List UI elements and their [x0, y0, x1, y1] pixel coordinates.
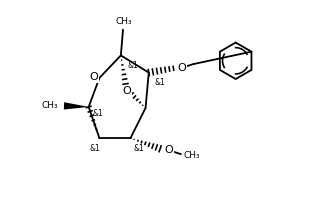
Text: O: O: [177, 63, 186, 73]
Text: &1: &1: [127, 61, 138, 70]
Text: CH₃: CH₃: [115, 17, 132, 26]
Text: CH₃: CH₃: [183, 151, 200, 160]
Text: &1: &1: [154, 78, 165, 87]
Text: &1: &1: [90, 144, 101, 153]
Text: O: O: [164, 145, 173, 155]
Text: O: O: [89, 72, 98, 82]
Text: &1: &1: [93, 109, 103, 118]
Polygon shape: [64, 102, 89, 110]
Text: O: O: [123, 86, 132, 96]
Text: &1: &1: [134, 144, 145, 153]
Text: CH₃: CH₃: [42, 101, 59, 110]
